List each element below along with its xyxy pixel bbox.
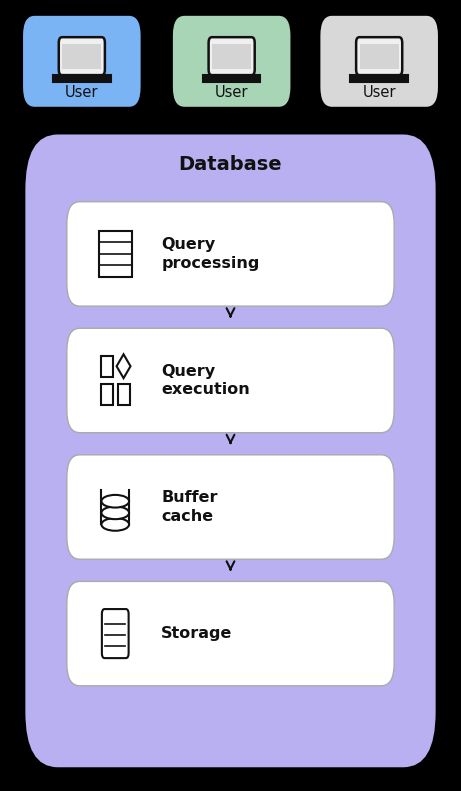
Bar <box>101 384 113 405</box>
FancyBboxPatch shape <box>23 16 141 107</box>
FancyBboxPatch shape <box>67 455 394 559</box>
FancyBboxPatch shape <box>212 44 251 69</box>
FancyBboxPatch shape <box>360 44 398 69</box>
Polygon shape <box>117 354 130 378</box>
Text: User: User <box>215 85 248 100</box>
Text: User: User <box>65 85 99 100</box>
Bar <box>203 75 260 82</box>
FancyBboxPatch shape <box>67 581 394 686</box>
Text: Database: Database <box>179 155 282 174</box>
Ellipse shape <box>101 506 129 519</box>
FancyBboxPatch shape <box>173 16 290 107</box>
Text: Query
processing: Query processing <box>161 237 260 271</box>
Ellipse shape <box>101 518 129 531</box>
FancyBboxPatch shape <box>25 134 436 767</box>
Text: User: User <box>362 85 396 100</box>
Text: Storage: Storage <box>161 626 233 641</box>
Text: Buffer
cache: Buffer cache <box>161 490 218 524</box>
FancyBboxPatch shape <box>320 16 438 107</box>
FancyBboxPatch shape <box>356 37 402 75</box>
Bar <box>99 231 132 277</box>
FancyBboxPatch shape <box>67 328 394 433</box>
FancyBboxPatch shape <box>102 609 129 658</box>
Bar <box>118 384 130 405</box>
FancyBboxPatch shape <box>63 44 101 69</box>
Bar <box>101 490 129 524</box>
Bar <box>101 356 113 377</box>
Bar <box>350 75 408 82</box>
FancyBboxPatch shape <box>59 37 105 75</box>
FancyBboxPatch shape <box>208 37 254 75</box>
Ellipse shape <box>101 495 129 508</box>
Text: Query
execution: Query execution <box>161 364 250 397</box>
FancyBboxPatch shape <box>67 202 394 306</box>
Bar <box>53 75 111 82</box>
